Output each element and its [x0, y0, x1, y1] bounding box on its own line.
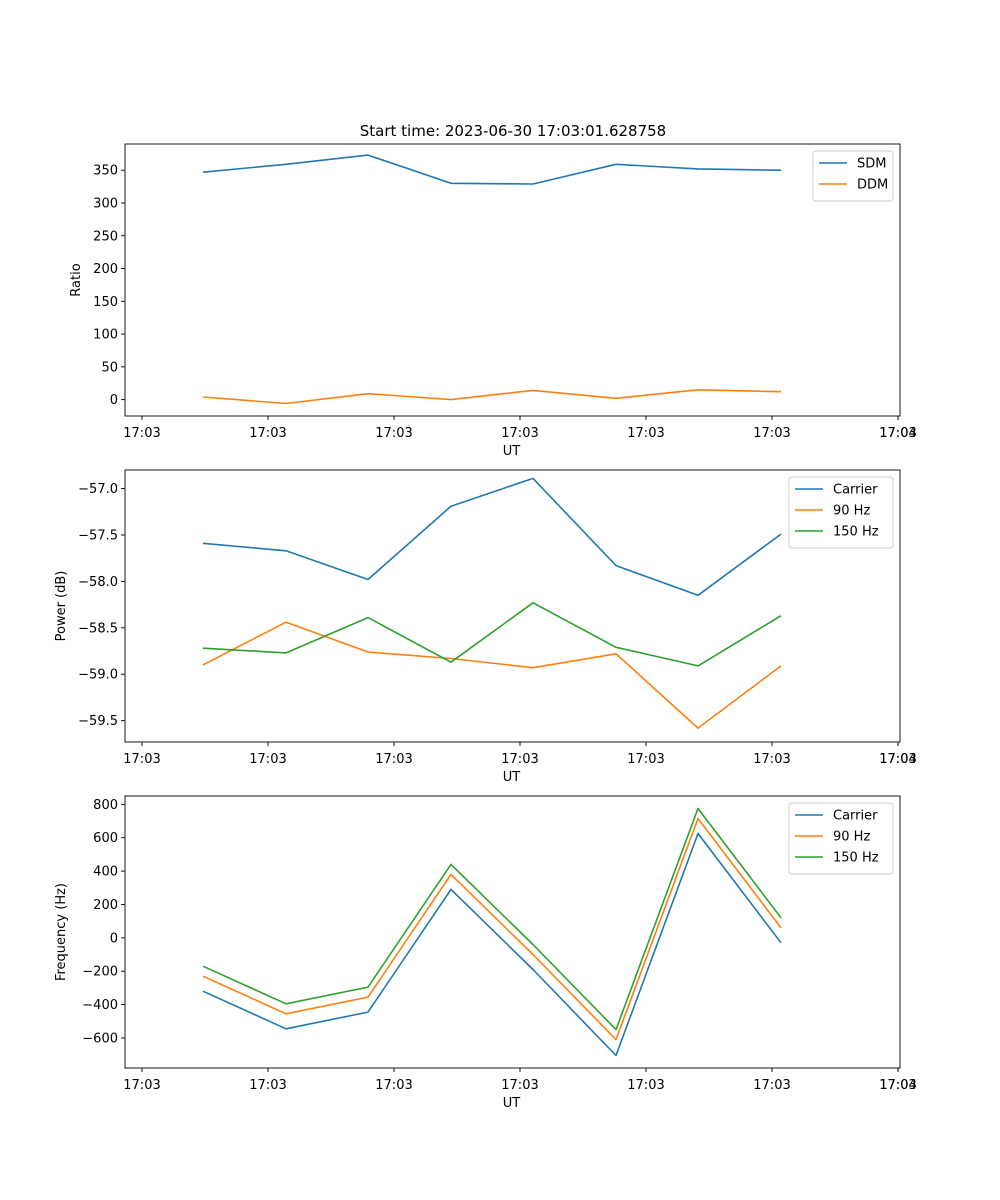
x-tick-label: 17:03 — [249, 752, 286, 767]
legend-entry: DDM — [857, 178, 888, 193]
y-tick-label: −57.0 — [78, 482, 118, 497]
legend-entry: 150 Hz — [833, 525, 879, 540]
x-tick-label: 17:03 — [879, 1078, 916, 1093]
legend-entry: Carrier — [833, 809, 878, 824]
x-tick-label: 17:03 — [753, 426, 790, 441]
legend-entry: Carrier — [833, 483, 878, 498]
x-tick-label: 17:03 — [375, 752, 412, 767]
y-tick-label: 400 — [93, 865, 118, 880]
legend-entry: 90 Hz — [833, 830, 870, 845]
y-tick-label: 100 — [93, 328, 118, 343]
x-tick-label: 17:03 — [753, 1078, 790, 1093]
y-tick-label: 250 — [93, 229, 118, 244]
legend-entry: 150 Hz — [833, 851, 879, 866]
y-tick-label: −59.5 — [78, 714, 118, 729]
series-line-90-hz — [202, 621, 782, 729]
y-tick-label: 200 — [93, 262, 118, 277]
x-tick-label: 17:03 — [249, 1078, 286, 1093]
legend-entry: SDM — [857, 157, 886, 172]
subplot-2: −59.5 −59.0 −58.5 −58.0 −57.5 −57.0 17:03 17:03… — [54, 469, 917, 785]
x-tick-label: 17:03 — [879, 752, 916, 767]
y-tick-label: −58.0 — [78, 575, 118, 590]
y-tick-label: 50 — [101, 360, 118, 375]
x-tick-label: 17:03 — [501, 426, 538, 441]
y-tick-label: 600 — [93, 831, 118, 846]
y-tick-label: −400 — [82, 998, 118, 1013]
series-line-ddm — [202, 388, 782, 405]
series-line-sdm — [202, 154, 782, 185]
y-tick-label: −200 — [82, 965, 118, 980]
x-tick-label: 17:03 — [123, 426, 160, 441]
legend-entry: 90 Hz — [833, 504, 870, 519]
y-tick-label: 0 — [110, 931, 118, 946]
y-tick-label: −58.5 — [78, 621, 118, 636]
y-tick-label: 300 — [93, 196, 118, 211]
series-line-carrier — [202, 477, 782, 597]
x-tick-label: 17:04 — [879, 426, 916, 441]
subplot-3: −600 −400 −200 0 200 400 600 800 17:03 17:03 17:03… — [54, 795, 917, 1111]
y-axis-label: Ratio — [69, 263, 84, 296]
axes-frame — [124, 795, 901, 1069]
y-tick-label: 350 — [93, 164, 118, 179]
x-axis-label: UT — [503, 444, 521, 459]
y-tick-label: 200 — [93, 898, 118, 913]
x-axis-label: UT — [503, 1096, 521, 1111]
x-tick-label: 17:03 — [123, 1078, 160, 1093]
x-tick-label: 17:03 — [123, 752, 160, 767]
y-axis-label: Frequency (Hz) — [54, 883, 69, 981]
series-line-90-hz — [202, 817, 782, 1041]
axes-frame — [124, 143, 901, 417]
y-tick-label: −57.5 — [78, 528, 118, 543]
series-line-150-hz — [202, 601, 782, 667]
x-tick-label: 17:03 — [879, 426, 916, 441]
y-tick-label: 150 — [93, 295, 118, 310]
x-tick-label: 17:04 — [879, 1078, 916, 1093]
legend: Carrier 90 Hz 150 Hz — [788, 476, 894, 549]
y-axis-label: Power (dB) — [54, 571, 69, 642]
y-tick-label: −600 — [82, 1031, 118, 1046]
x-tick-label: 17:03 — [375, 426, 412, 441]
x-axis-label: UT — [503, 770, 521, 785]
x-tick-label: 17:03 — [501, 752, 538, 767]
x-tick-label: 17:03 — [249, 426, 286, 441]
axes-frame — [124, 469, 901, 743]
series-line-150-hz — [202, 807, 782, 1031]
x-tick-label: 17:03 — [375, 1078, 412, 1093]
x-tick-label: 17:03 — [627, 426, 664, 441]
x-tick-label: 17:03 — [627, 1078, 664, 1093]
y-tick-label: 800 — [93, 798, 118, 813]
x-tick-label: 17:03 — [627, 752, 664, 767]
chart-title: Start time: 2023-06-30 17:03:01.628758 — [360, 122, 666, 140]
x-tick-label: 17:03 — [501, 1078, 538, 1093]
series-line-carrier — [202, 832, 782, 1057]
x-tick-label: 17:04 — [879, 752, 916, 767]
y-tick-label: 0 — [110, 393, 118, 408]
legend: Carrier 90 Hz 150 Hz — [788, 802, 894, 875]
legend: SDM DDM — [812, 150, 894, 202]
y-tick-label: −59.0 — [78, 668, 118, 683]
x-tick-label: 17:03 — [753, 752, 790, 767]
